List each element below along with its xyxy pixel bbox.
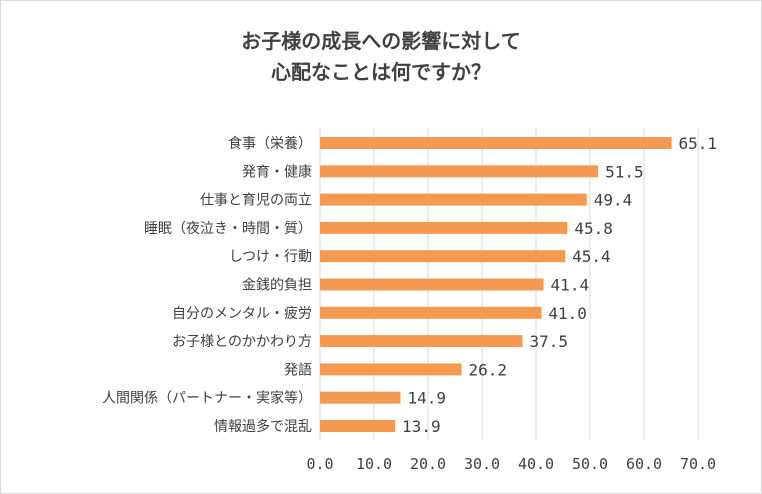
data-label-8: 26.2 [468,360,507,379]
bar-4 [320,250,566,263]
x-tick-label-0: 0.0 [306,455,333,473]
chart-title-line-1: お子様の成長への影響に対して [241,29,521,53]
category-label-4: しつけ・行動 [229,249,312,265]
bar-10 [320,420,396,432]
bar-6 [320,306,542,319]
category-label-6: 自分のメンタル・疲労 [172,305,312,322]
bar-7 [320,335,523,348]
bar-1 [320,165,599,178]
bar-3 [320,221,568,234]
data-label-3: 45.8 [574,219,613,238]
category-label-7: お子様とのかかわり方 [172,334,312,350]
category-label-0: 食事（栄養） [228,135,312,152]
category-label-8: 発語 [284,362,312,378]
data-label-4: 45.4 [572,247,611,266]
x-tick-label-1: 10.0 [356,455,392,473]
category-label-5: 金銭的負担 [242,278,312,294]
chart-title-line-2: 心配なことは何ですか？ [271,60,491,84]
category-label-10: 情報過多で混乱 [214,418,312,435]
category-label-9: 人間関係（パートナー・実家等） [102,390,312,407]
x-tick-label-4: 40.0 [518,455,554,473]
data-label-9: 14.9 [407,389,446,408]
chart-title: お子様の成長への影響に対して 心配なことは何ですか？ [0,26,762,88]
bar-9 [320,391,401,404]
bar-8 [320,363,462,376]
category-label-3: 睡眠（夜泣き・時間・質） [144,221,312,237]
x-tick-label-7: 70.0 [680,455,716,473]
x-tick-label-3: 30.0 [464,455,500,473]
data-label-5: 41.4 [551,276,590,295]
category-label-1: 発育・健康 [242,163,312,180]
x-tick-label-2: 20.0 [410,455,446,473]
x-tick-label-6: 60.0 [626,455,662,473]
data-label-10: 13.9 [402,417,441,436]
data-label-1: 51.5 [605,162,644,181]
bar-0 [320,137,672,149]
data-label-7: 37.5 [530,332,569,351]
bar-5 [320,278,544,291]
data-label-0: 65.1 [679,134,718,153]
data-label-6: 41.0 [548,304,587,323]
data-label-2: 49.4 [594,191,633,210]
bar-2 [320,193,587,206]
x-tick-label-5: 50.0 [572,455,608,473]
category-label-2: 仕事と育児の両立 [200,193,312,209]
